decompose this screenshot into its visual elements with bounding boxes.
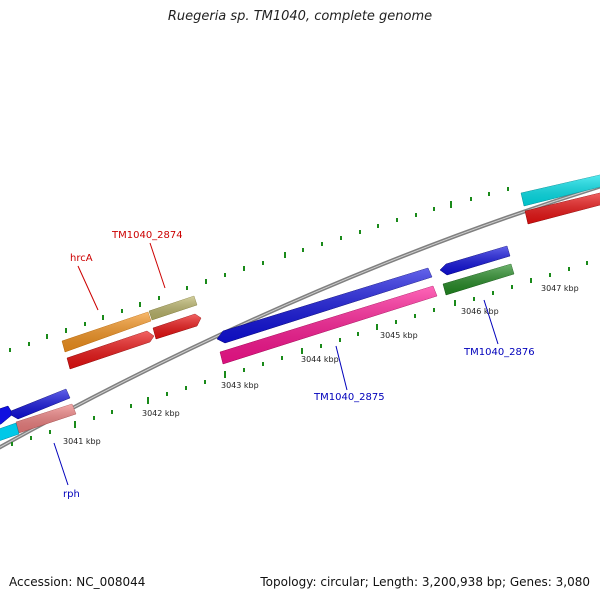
feature-blue-gene-2875a[interactable] bbox=[216, 267, 433, 344]
feature-magenta-gene-2875[interactable] bbox=[219, 285, 438, 365]
gene-label-rph[interactable]: rph bbox=[63, 489, 80, 500]
accession-text: Accession: NC_008044 bbox=[9, 575, 146, 589]
kbp-label-3043: 3043 kbp bbox=[221, 381, 259, 390]
kbp-label-3041: 3041 kbp bbox=[63, 437, 101, 446]
genome-backbone-highlight bbox=[0, 186, 600, 448]
feature-green-gene-2876[interactable] bbox=[442, 263, 515, 296]
leader-line-2875 bbox=[335, 345, 348, 391]
feature-blue-gene-2876[interactable] bbox=[439, 245, 511, 276]
kbp-label-3047: 3047 kbp bbox=[541, 284, 579, 293]
feature-red-gene-2874[interactable] bbox=[152, 313, 202, 340]
lower-tick-track bbox=[11, 261, 588, 446]
upper-tick-track bbox=[9, 187, 509, 352]
feature-red-gene-hrca[interactable] bbox=[66, 330, 155, 370]
feature-khaki-gene[interactable] bbox=[148, 295, 198, 321]
leader-line-2874 bbox=[149, 242, 166, 289]
genome-title: Ruegeria sp. TM1040, complete genome bbox=[167, 9, 433, 24]
feature-cyan-gene-right[interactable] bbox=[520, 174, 600, 207]
kbp-label-3042: 3042 kbp bbox=[142, 409, 180, 418]
gene-label-tm1040-2875[interactable]: TM1040_2875 bbox=[313, 392, 385, 403]
leader-line-rph bbox=[53, 442, 69, 486]
leader-line-2876 bbox=[483, 299, 499, 345]
kbp-label-3044: 3044 kbp bbox=[301, 355, 339, 364]
topology-text: Topology: circular; Length: 3,200,938 bp… bbox=[260, 575, 590, 589]
feature-red-gene-right[interactable] bbox=[524, 192, 600, 225]
feature-blue-gene-left[interactable] bbox=[0, 388, 71, 425]
kbp-label-3045: 3045 kbp bbox=[380, 331, 418, 340]
gene-label-hrca[interactable]: hrcA bbox=[70, 253, 93, 264]
feature-orange-gene[interactable] bbox=[61, 311, 152, 353]
gene-label-tm1040-2874[interactable]: TM1040_2874 bbox=[111, 230, 183, 241]
leader-line-hrca bbox=[77, 265, 99, 311]
gene-label-tm1040-2876[interactable]: TM1040_2876 bbox=[463, 347, 535, 358]
feature-cyan-gene-left[interactable] bbox=[0, 422, 20, 442]
feature-pink-gene-rph[interactable] bbox=[15, 403, 77, 434]
kbp-label-3046: 3046 kbp bbox=[461, 307, 499, 316]
